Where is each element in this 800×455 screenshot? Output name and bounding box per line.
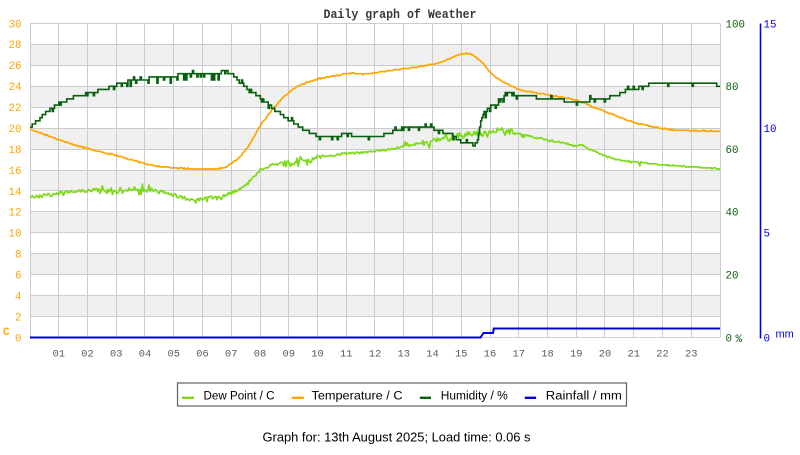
svg-text:12: 12 (9, 208, 22, 220)
svg-text:60: 60 (726, 145, 739, 157)
svg-text:8: 8 (15, 250, 21, 262)
svg-text:14: 14 (9, 187, 22, 199)
svg-text:18: 18 (9, 145, 22, 157)
svg-text:2: 2 (15, 312, 21, 324)
svg-text:Temperature / C: Temperature / C (312, 389, 403, 403)
svg-text:20: 20 (726, 271, 739, 283)
svg-text:03: 03 (110, 349, 122, 361)
svg-text:09: 09 (283, 349, 295, 361)
svg-text:40: 40 (726, 208, 739, 220)
svg-text:22: 22 (9, 103, 22, 115)
svg-text:19: 19 (570, 349, 582, 361)
svg-text:26: 26 (9, 61, 22, 73)
svg-text:14: 14 (426, 349, 438, 361)
svg-text:Humidity / %: Humidity / % (441, 389, 508, 403)
svg-text:04: 04 (139, 349, 151, 361)
svg-text:02: 02 (81, 349, 93, 361)
svg-text:10: 10 (311, 349, 323, 361)
svg-text:100: 100 (726, 19, 745, 31)
svg-text:07: 07 (225, 349, 237, 361)
svg-text:20: 20 (599, 349, 611, 361)
svg-text:16: 16 (9, 166, 22, 178)
svg-text:01: 01 (53, 349, 65, 361)
svg-text:10: 10 (9, 229, 22, 241)
svg-text:23: 23 (685, 349, 697, 361)
svg-text:06: 06 (196, 349, 208, 361)
svg-text:4: 4 (15, 291, 21, 303)
svg-text:18: 18 (541, 349, 553, 361)
svg-text:08: 08 (254, 349, 266, 361)
svg-text:12: 12 (369, 349, 381, 361)
svg-text:22: 22 (656, 349, 668, 361)
svg-text:Daily graph of Weather: Daily graph of Weather (324, 8, 477, 22)
svg-text:17: 17 (513, 349, 525, 361)
svg-text:10: 10 (764, 124, 777, 136)
svg-text:16: 16 (484, 349, 496, 361)
svg-text:0: 0 (726, 333, 732, 345)
svg-text:Graph for: 13th August 2025; L: Graph for: 13th August 2025; Load time: … (263, 430, 531, 445)
svg-text:0: 0 (764, 333, 770, 345)
svg-text:15: 15 (455, 349, 467, 361)
svg-text:13: 13 (398, 349, 410, 361)
svg-text:0: 0 (15, 333, 21, 345)
svg-text:%: % (736, 334, 743, 346)
svg-text:6: 6 (15, 271, 21, 283)
svg-text:15: 15 (764, 19, 777, 31)
svg-text:21: 21 (628, 349, 640, 361)
svg-text:28: 28 (9, 40, 22, 52)
svg-text:mm: mm (776, 329, 794, 341)
svg-text:24: 24 (9, 82, 22, 94)
svg-text:Dew Point / C: Dew Point / C (204, 389, 275, 403)
svg-text:Rainfall / mm: Rainfall / mm (546, 389, 622, 403)
svg-text:C: C (3, 327, 10, 339)
svg-text:05: 05 (168, 349, 180, 361)
svg-text:5: 5 (764, 229, 770, 241)
svg-text:20: 20 (9, 124, 22, 136)
svg-text:30: 30 (9, 19, 22, 31)
svg-text:11: 11 (340, 349, 352, 361)
svg-text:80: 80 (726, 82, 739, 94)
